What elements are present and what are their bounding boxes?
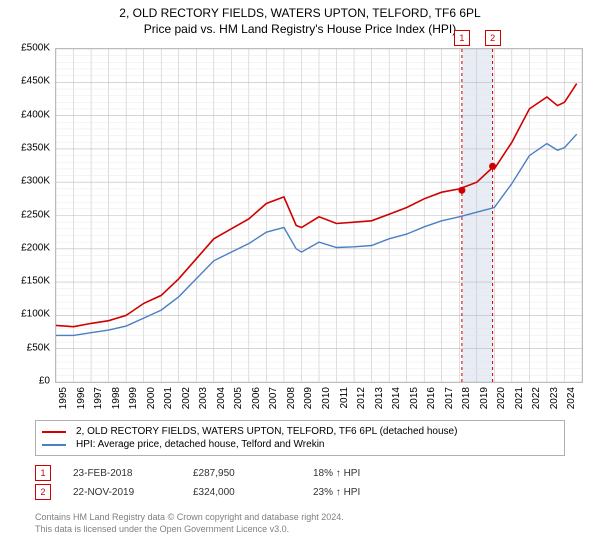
event-badge-1: 1 <box>35 465 51 481</box>
title-line2: Price paid vs. HM Land Registry's House … <box>0 22 600 36</box>
y-tick-label: £0 <box>0 376 50 387</box>
x-tick-label: 2024 <box>566 387 577 427</box>
y-tick-label: £250K <box>0 209 50 220</box>
y-tick-label: £500K <box>0 43 50 54</box>
y-tick-label: £450K <box>0 76 50 87</box>
y-tick-label: £400K <box>0 109 50 120</box>
plot-area <box>55 48 583 383</box>
legend-label-hpi: HPI: Average price, detached house, Telf… <box>76 439 325 450</box>
legend-swatch-subject <box>42 431 66 433</box>
legend: 2, OLD RECTORY FIELDS, WATERS UPTON, TEL… <box>35 420 565 456</box>
y-tick-label: £300K <box>0 176 50 187</box>
event-diff-2: 23% ↑ HPI <box>313 487 433 498</box>
y-tick-label: £350K <box>0 142 50 153</box>
legend-item-subject: 2, OLD RECTORY FIELDS, WATERS UPTON, TEL… <box>42 425 558 438</box>
y-tick-label: £50K <box>0 342 50 353</box>
event-row-1: 1 23-FEB-2018 £287,950 18% ↑ HPI <box>35 465 433 481</box>
event-price-2: £324,000 <box>193 487 313 498</box>
event-badge-top: 1 <box>454 30 470 46</box>
event-badge-top: 2 <box>485 30 501 46</box>
title-line1: 2, OLD RECTORY FIELDS, WATERS UPTON, TEL… <box>0 6 600 20</box>
title-block: 2, OLD RECTORY FIELDS, WATERS UPTON, TEL… <box>0 0 600 36</box>
event-date-2: 22-NOV-2019 <box>73 487 193 498</box>
legend-swatch-hpi <box>42 444 66 446</box>
event-row-2: 2 22-NOV-2019 £324,000 23% ↑ HPI <box>35 484 433 500</box>
footer-line1: Contains HM Land Registry data © Crown c… <box>35 512 344 524</box>
chart-container: 2, OLD RECTORY FIELDS, WATERS UPTON, TEL… <box>0 0 600 560</box>
event-date-1: 23-FEB-2018 <box>73 468 193 479</box>
event-badge-2: 2 <box>35 484 51 500</box>
footer-line2: This data is licensed under the Open Gov… <box>35 524 344 536</box>
y-tick-label: £150K <box>0 276 50 287</box>
legend-label-subject: 2, OLD RECTORY FIELDS, WATERS UPTON, TEL… <box>76 426 457 437</box>
y-tick-label: £200K <box>0 242 50 253</box>
y-tick-label: £100K <box>0 309 50 320</box>
event-diff-1: 18% ↑ HPI <box>313 468 433 479</box>
event-price-1: £287,950 <box>193 468 313 479</box>
event-table: 1 23-FEB-2018 £287,950 18% ↑ HPI 2 22-NO… <box>35 462 433 503</box>
footer: Contains HM Land Registry data © Crown c… <box>35 512 344 535</box>
legend-item-hpi: HPI: Average price, detached house, Telf… <box>42 438 558 451</box>
plot-svg <box>56 49 582 382</box>
